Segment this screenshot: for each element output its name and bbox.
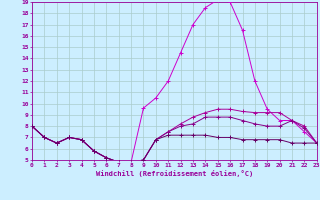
X-axis label: Windchill (Refroidissement éolien,°C): Windchill (Refroidissement éolien,°C) <box>96 170 253 177</box>
